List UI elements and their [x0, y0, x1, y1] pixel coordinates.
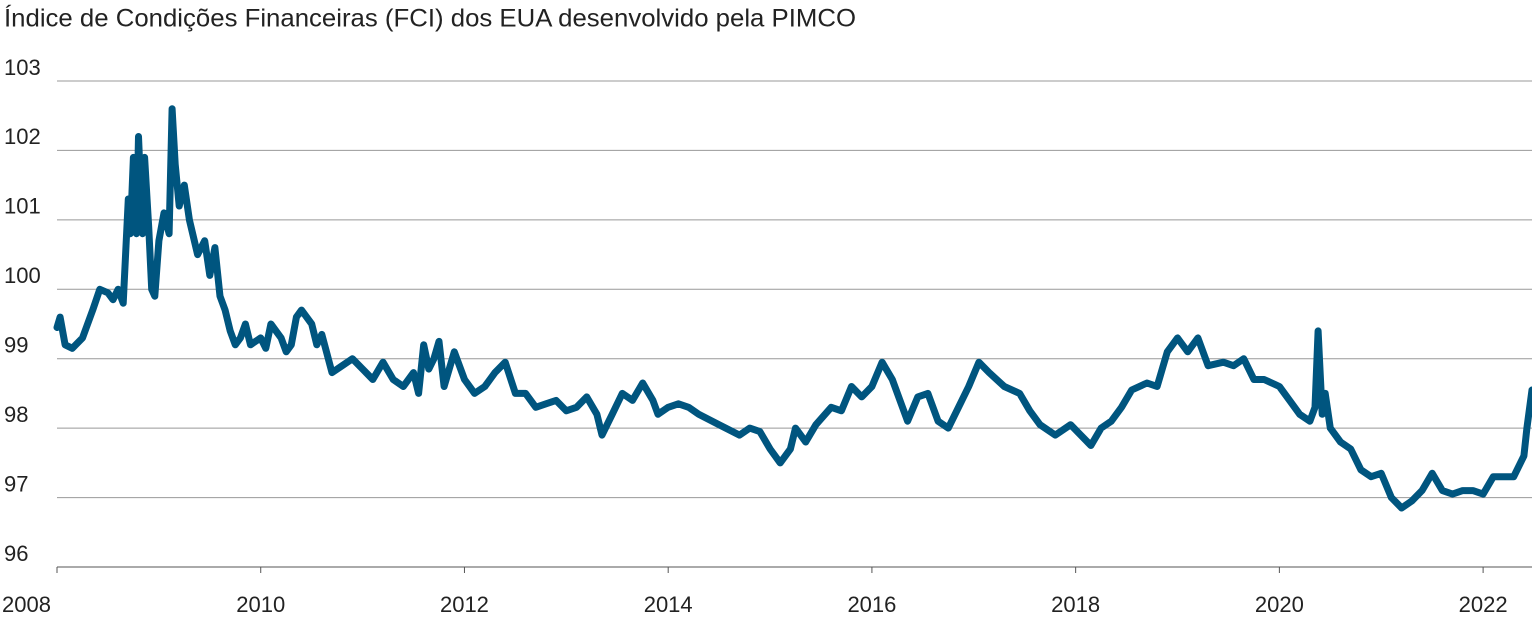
chart-title: Índice de Condições Financeiras (FCI) do…: [4, 4, 856, 33]
x-tick-label: 2022: [1459, 592, 1508, 617]
y-tick-label: 98: [4, 402, 28, 427]
y-tick-label: 100: [4, 263, 41, 288]
y-tick-label: 96: [4, 541, 28, 566]
x-tick-label: 2012: [440, 592, 489, 617]
y-tick-label: 97: [4, 471, 28, 496]
line: [53, 105, 1532, 512]
y-tick-label: 99: [4, 333, 28, 358]
y-tick-label: 101: [4, 194, 41, 219]
x-tick-label: 2016: [847, 592, 896, 617]
y-tick-label: 102: [4, 124, 41, 149]
x-tick-label: 2010: [236, 592, 285, 617]
x-tick-label: 2008: [2, 592, 51, 617]
x-tick-label: 2014: [644, 592, 693, 617]
x-tick-label: 2020: [1255, 592, 1304, 617]
y-tick-label: 103: [4, 55, 41, 80]
x-tick-label: 2018: [1051, 592, 1100, 617]
